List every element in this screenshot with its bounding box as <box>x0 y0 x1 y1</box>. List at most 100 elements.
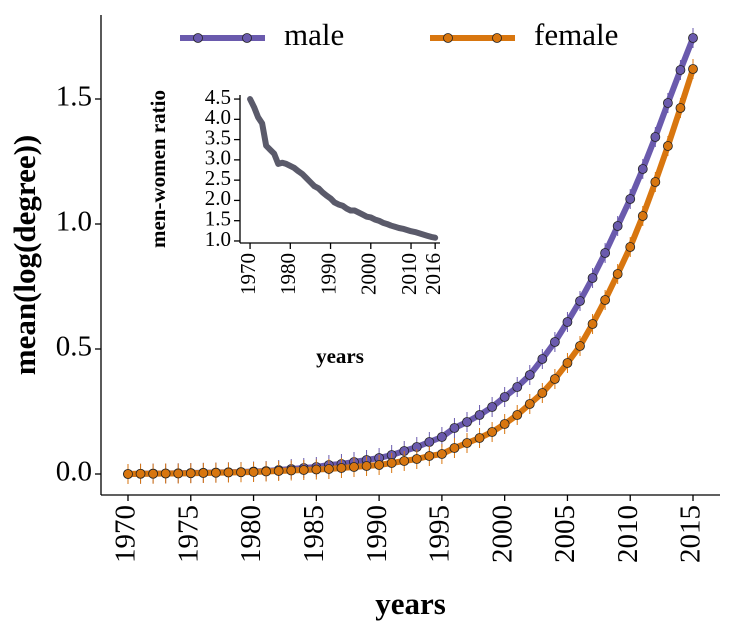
x-axis-label: years <box>375 586 446 621</box>
line <box>124 66 697 477</box>
x-tick-label: 1980 <box>276 253 300 295</box>
marker <box>173 468 184 479</box>
marker <box>537 354 548 364</box>
marker <box>549 374 560 384</box>
marker <box>524 370 535 380</box>
x-tick-label: 1990 <box>361 505 393 563</box>
marker <box>612 221 623 231</box>
marker <box>637 211 648 221</box>
y-tick-label: 1.0 <box>205 227 231 251</box>
y-tick-label: 2.5 <box>205 166 231 190</box>
marker <box>236 467 246 478</box>
marker <box>198 468 209 478</box>
marker <box>600 248 611 258</box>
x-tick-label: 2000 <box>357 253 381 295</box>
marker <box>562 358 573 368</box>
marker <box>436 432 447 442</box>
x-tick-label: 1975 <box>172 505 204 563</box>
legend-marker <box>193 33 203 43</box>
marker <box>512 410 523 420</box>
marker <box>487 427 498 437</box>
y-tick-label: 4.5 <box>205 85 231 109</box>
marker <box>587 319 598 329</box>
marker <box>361 461 372 471</box>
legend-marker <box>492 33 502 43</box>
marker <box>223 467 234 478</box>
marker <box>537 388 548 398</box>
marker <box>688 33 698 43</box>
x-tick-label: 1995 <box>424 505 456 563</box>
line <box>247 96 439 241</box>
marker <box>612 269 623 279</box>
marker <box>625 242 636 252</box>
x-tick-label: 1970 <box>110 505 142 563</box>
x-tick-label: 1990 <box>316 253 340 295</box>
marker <box>499 392 510 402</box>
marker <box>424 437 435 447</box>
x-tick-label: 1985 <box>298 505 330 563</box>
y-axis-label: men-women ratio <box>146 90 170 248</box>
marker <box>286 465 297 476</box>
marker <box>424 451 435 461</box>
y-tick-label: 0.0 <box>56 456 92 488</box>
x-tick-label: 2010 <box>397 253 421 295</box>
marker <box>261 466 272 477</box>
x-tick-label: 2005 <box>549 505 581 563</box>
y-tick-label: 3.0 <box>205 146 231 170</box>
legend-marker <box>443 33 453 43</box>
marker <box>575 296 585 306</box>
marker <box>374 460 385 470</box>
marker <box>273 466 284 476</box>
marker <box>474 410 485 420</box>
marker <box>512 382 523 392</box>
marker <box>600 295 611 305</box>
marker <box>675 103 686 113</box>
marker <box>524 399 535 409</box>
marker <box>349 462 359 472</box>
marker <box>575 341 585 351</box>
x-tick-label: 2010 <box>612 505 644 563</box>
marker <box>675 65 686 75</box>
marker <box>688 64 698 74</box>
marker <box>487 402 498 412</box>
marker <box>123 469 133 479</box>
marker <box>662 141 673 151</box>
marker <box>474 433 485 443</box>
marker <box>411 454 422 464</box>
marker <box>248 467 259 477</box>
marker <box>625 194 636 204</box>
marker <box>650 132 661 142</box>
marker <box>499 419 510 429</box>
y-tick-label: 1.5 <box>205 207 231 231</box>
marker <box>386 458 397 468</box>
x-tick-label: 2016 <box>421 253 445 295</box>
y-tick-label: 1.5 <box>56 81 92 113</box>
legend-marker <box>242 33 252 43</box>
marker <box>160 468 171 479</box>
marker <box>148 468 159 479</box>
y-tick-label: 3.5 <box>205 125 231 149</box>
y-tick-label: 4.0 <box>205 105 231 129</box>
y-tick-label: 0.5 <box>56 331 92 363</box>
marker <box>650 177 661 187</box>
marker <box>449 443 460 453</box>
y-tick-label: 1.0 <box>56 206 92 238</box>
marker <box>298 465 309 475</box>
marker <box>562 317 573 327</box>
marker <box>462 438 472 448</box>
marker <box>637 164 648 174</box>
x-tick-label: 2000 <box>486 505 518 563</box>
y-tick-label: 2.0 <box>205 186 231 210</box>
x-tick-label: 1980 <box>235 505 267 563</box>
legend-label: male <box>284 17 344 52</box>
marker <box>311 464 322 475</box>
legend-label: female <box>534 17 618 52</box>
marker <box>436 449 447 459</box>
x-tick-label: 1970 <box>236 253 260 295</box>
marker <box>399 456 410 466</box>
marker <box>462 417 472 427</box>
marker <box>662 98 673 108</box>
marker <box>449 423 460 433</box>
marker <box>135 468 146 479</box>
